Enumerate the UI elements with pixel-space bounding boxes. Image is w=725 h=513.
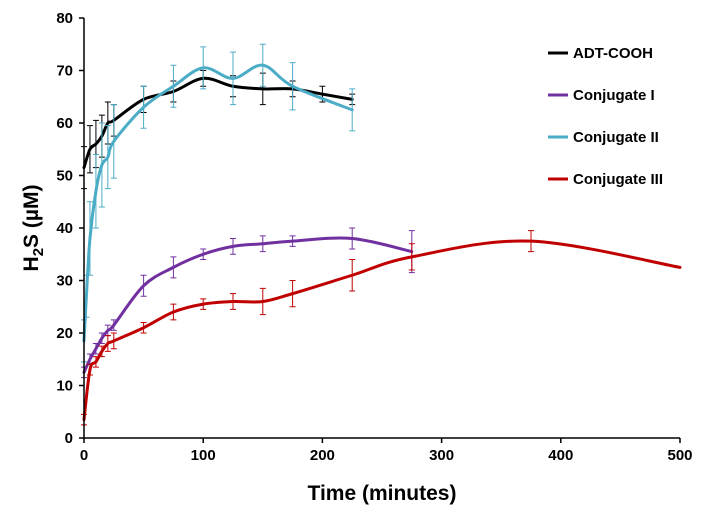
data-point bbox=[410, 255, 413, 259]
data-point bbox=[231, 77, 235, 80]
series-conjugate-iii bbox=[81, 230, 682, 426]
series-line bbox=[82, 236, 414, 374]
data-point bbox=[231, 245, 235, 248]
x-axis-title: Time (minutes) bbox=[308, 482, 457, 505]
legend-label: Conjugate III bbox=[573, 171, 663, 188]
data-point bbox=[291, 292, 294, 295]
y-tick-label: 30 bbox=[56, 273, 73, 290]
data-point bbox=[106, 155, 110, 159]
y-axis-title-subscript: 2 bbox=[30, 248, 47, 256]
y-tick-label: 10 bbox=[56, 378, 73, 395]
y-tick-label: 50 bbox=[56, 168, 73, 185]
data-point bbox=[351, 237, 354, 240]
data-point bbox=[261, 300, 264, 303]
data-point bbox=[172, 266, 175, 269]
data-point bbox=[261, 64, 264, 67]
data-point bbox=[88, 368, 92, 371]
legend-item-conjugate-ii: Conjugate II bbox=[548, 129, 659, 146]
data-point bbox=[112, 323, 116, 327]
data-point bbox=[100, 163, 104, 167]
data-point bbox=[678, 266, 682, 269]
data-point bbox=[172, 310, 175, 314]
axis-ticks: 0 100 200 300 400 500 0 10 20 30 40 50 60 70 80 bbox=[56, 10, 692, 464]
x-tick-label: 100 bbox=[191, 447, 216, 464]
data-point bbox=[202, 253, 205, 256]
data-point bbox=[351, 274, 354, 277]
y-tick-label: 60 bbox=[56, 115, 73, 132]
data-point bbox=[94, 360, 98, 364]
legend-label: Conjugate II bbox=[573, 129, 659, 146]
legend-item-adt-cooh: ADT-COOH bbox=[548, 45, 653, 62]
data-point bbox=[94, 142, 98, 146]
data-point bbox=[172, 85, 175, 88]
legend-label: ADT-COOH bbox=[573, 45, 653, 62]
data-point bbox=[529, 239, 533, 243]
legend-item-conjugate-i: Conjugate I bbox=[548, 87, 655, 104]
data-point bbox=[85, 295, 88, 298]
data-point bbox=[100, 337, 104, 340]
data-point bbox=[291, 239, 294, 243]
data-point bbox=[112, 339, 116, 343]
data-point bbox=[88, 148, 92, 151]
x-tick-label: 200 bbox=[310, 447, 335, 464]
series-line bbox=[82, 76, 354, 170]
x-tick-label: 0 bbox=[80, 447, 88, 464]
data-point bbox=[88, 358, 92, 361]
legend-label: Conjugate I bbox=[573, 87, 655, 104]
x-tick-label: 300 bbox=[429, 447, 454, 464]
data-point bbox=[142, 326, 145, 329]
x-tick-label: 500 bbox=[667, 447, 692, 464]
data-point bbox=[351, 108, 354, 112]
series-conjugate-i bbox=[81, 227, 415, 379]
y-tick-label: 80 bbox=[56, 10, 73, 27]
data-point bbox=[321, 92, 324, 96]
legend: ADT-COOH Conjugate I Conjugate II Conjugate… bbox=[548, 45, 663, 188]
y-tick-label: 40 bbox=[56, 220, 73, 237]
data-point bbox=[142, 106, 145, 109]
y-axis-title-suffix: S (µM) bbox=[20, 185, 43, 248]
data-point bbox=[261, 87, 264, 91]
data-point bbox=[106, 121, 110, 125]
data-point bbox=[142, 284, 145, 287]
data-point bbox=[94, 347, 98, 350]
axes bbox=[83, 18, 680, 439]
series-line bbox=[82, 63, 354, 343]
legend-item-conjugate-iii: Conjugate III bbox=[548, 171, 663, 188]
data-point bbox=[202, 302, 205, 306]
y-tick-label: 0 bbox=[65, 430, 73, 447]
data-point bbox=[106, 329, 110, 332]
data-point bbox=[291, 85, 294, 88]
y-tick-label: 70 bbox=[56, 63, 73, 80]
x-tick-label: 400 bbox=[548, 447, 573, 464]
data-point bbox=[100, 350, 104, 353]
data-point bbox=[106, 342, 110, 345]
data-point bbox=[94, 190, 98, 193]
data-point bbox=[261, 242, 264, 245]
y-axis-title-prefix: H bbox=[20, 256, 43, 271]
data-point bbox=[231, 300, 235, 303]
data-point bbox=[202, 66, 205, 70]
data-point bbox=[88, 237, 92, 240]
y-axis-title: H2S (µM) bbox=[20, 185, 47, 272]
data-point bbox=[112, 140, 116, 143]
y-tick-label: 20 bbox=[56, 325, 73, 342]
